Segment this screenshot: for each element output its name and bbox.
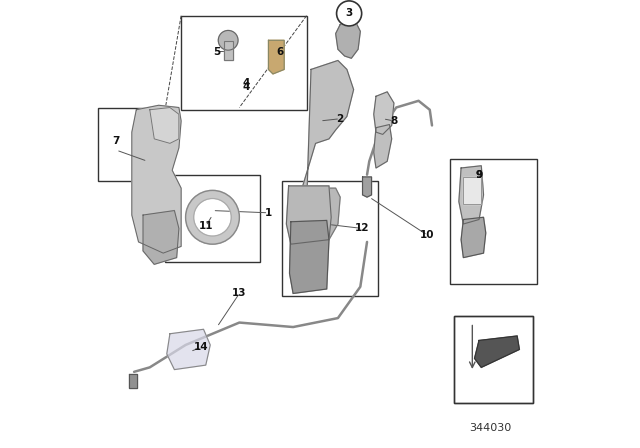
Text: 3: 3 (346, 9, 353, 18)
Bar (450, 159, 538, 284)
Polygon shape (143, 211, 179, 264)
Polygon shape (374, 92, 394, 134)
Polygon shape (475, 336, 520, 367)
Bar (165, 175, 260, 262)
Circle shape (337, 1, 362, 26)
Polygon shape (167, 329, 210, 370)
Text: 10: 10 (420, 230, 435, 240)
Bar (224, 41, 233, 60)
Bar (282, 181, 378, 296)
Text: 2: 2 (337, 114, 344, 124)
Bar (454, 316, 533, 403)
Text: 4: 4 (243, 78, 250, 88)
Text: 9: 9 (476, 170, 483, 180)
Polygon shape (287, 186, 332, 244)
Polygon shape (132, 105, 181, 253)
Text: 13: 13 (232, 289, 246, 298)
Text: 14: 14 (194, 342, 209, 352)
Polygon shape (269, 40, 284, 74)
Text: 7: 7 (113, 136, 120, 146)
Bar (463, 177, 481, 204)
Bar (99, 108, 150, 181)
Bar (224, 41, 233, 60)
Text: 9: 9 (476, 170, 483, 180)
Polygon shape (459, 166, 484, 224)
Polygon shape (150, 108, 179, 143)
Text: 11: 11 (198, 221, 213, 231)
Circle shape (218, 30, 238, 50)
Text: 1: 1 (265, 208, 272, 218)
Bar (463, 177, 481, 204)
Polygon shape (374, 125, 392, 168)
Text: 12: 12 (355, 224, 370, 233)
Polygon shape (336, 18, 360, 58)
Polygon shape (289, 220, 329, 293)
Text: 5: 5 (213, 47, 221, 56)
Bar (454, 316, 533, 403)
Polygon shape (362, 177, 371, 197)
Text: 6: 6 (276, 47, 284, 56)
Polygon shape (129, 374, 137, 388)
Bar (181, 16, 307, 110)
Polygon shape (300, 60, 353, 206)
Polygon shape (296, 188, 340, 244)
Text: 344030: 344030 (469, 423, 511, 433)
Polygon shape (461, 217, 486, 258)
Text: 4: 4 (243, 82, 250, 92)
Text: 8: 8 (390, 116, 397, 126)
